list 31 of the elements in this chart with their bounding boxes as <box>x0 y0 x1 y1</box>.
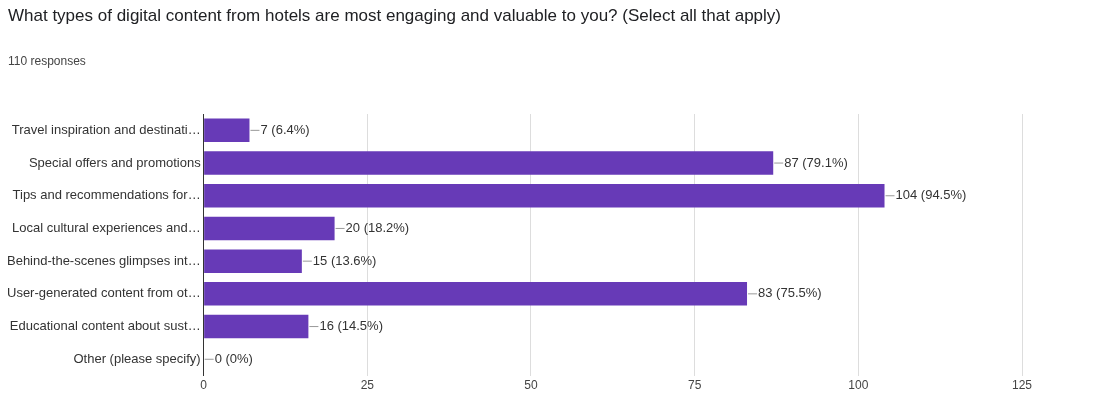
x-tick-label: 50 <box>524 378 538 393</box>
x-tick-label: 75 <box>687 378 702 393</box>
x-tick-label: 100 <box>848 378 869 393</box>
bar <box>204 183 885 208</box>
data-label: 7 (6.4%) <box>260 121 310 137</box>
bar <box>204 314 309 339</box>
data-label: 104 (94.5%) <box>895 187 967 203</box>
data-label: 20 (18.2%) <box>345 220 410 236</box>
y-tick-label: Behind-the-scenes glimpses int… <box>6 252 201 268</box>
y-tick-label: Special offers and promotions <box>28 154 202 170</box>
data-label: 87 (79.1%) <box>784 154 848 170</box>
data-label: 16 (14.5%) <box>319 318 383 334</box>
x-tick-label: 125 <box>1011 378 1033 393</box>
y-tick-label: Tips and recommendations for… <box>12 187 201 203</box>
text: 110 responses <box>8 54 86 68</box>
y-tick-label: Local cultural experiences and… <box>12 220 201 236</box>
x-tick-label: 25 <box>360 378 375 393</box>
x-tick-label: 0 <box>200 378 208 393</box>
data-label: 0 (0%) <box>214 350 253 366</box>
bar <box>204 282 748 306</box>
y-tick-label: Other (please specify) <box>73 350 201 366</box>
chart-title: What types of digital content from hotels are most engaging and valuable to you? (Select all that apply) <box>8 5 782 27</box>
bar <box>204 216 335 241</box>
bar <box>204 151 774 175</box>
y-tick-label: User-generated content from ot… <box>6 285 201 301</box>
y-tick-label: Educational content about sust… <box>9 318 201 334</box>
y-tick-label: Travel inspiration and destinati… <box>11 121 201 137</box>
bar <box>204 118 250 143</box>
data-label: 15 (13.6%) <box>312 252 377 268</box>
data-label: 83 (75.5%) <box>758 285 822 301</box>
bar <box>204 249 302 273</box>
